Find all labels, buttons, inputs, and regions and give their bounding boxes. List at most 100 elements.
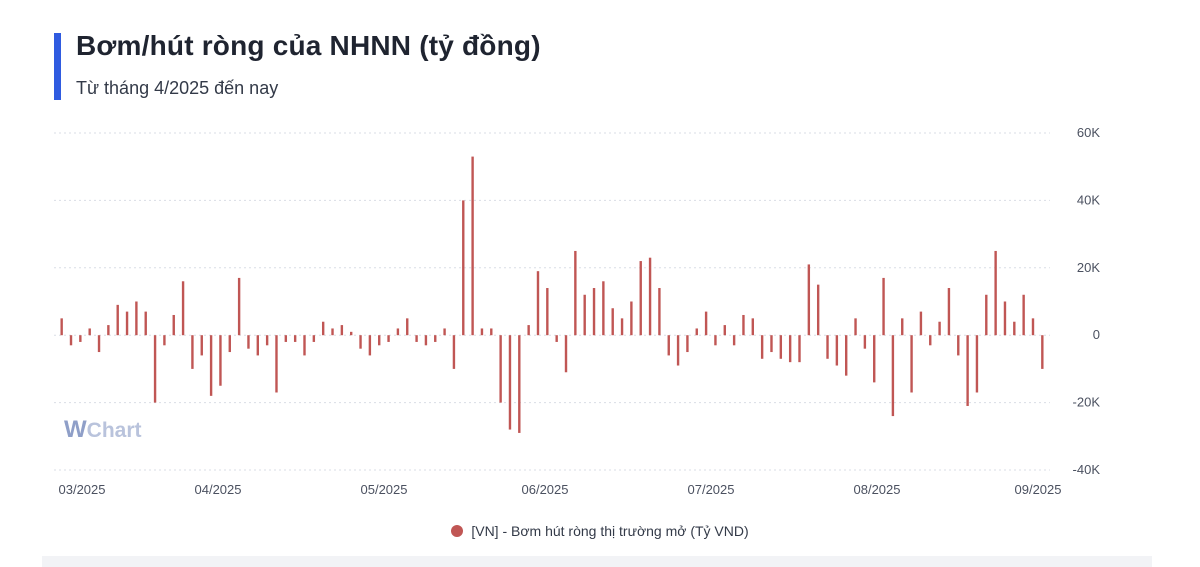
bar[interactable] bbox=[135, 301, 138, 336]
bar[interactable] bbox=[1031, 318, 1035, 336]
bar[interactable] bbox=[172, 314, 175, 336]
bar[interactable] bbox=[1003, 301, 1007, 336]
bar[interactable] bbox=[854, 318, 857, 336]
bar[interactable] bbox=[88, 328, 91, 336]
bar[interactable] bbox=[882, 277, 885, 336]
bar[interactable] bbox=[116, 304, 119, 336]
bar[interactable] bbox=[228, 335, 231, 353]
bar[interactable] bbox=[490, 328, 493, 336]
bar[interactable] bbox=[256, 335, 259, 356]
chart-legend[interactable]: [VN] - Bơm hút ròng thị trường mở (Tỷ VN… bbox=[0, 523, 1200, 539]
bar[interactable] bbox=[396, 328, 400, 336]
bar[interactable] bbox=[60, 318, 63, 336]
bar[interactable] bbox=[742, 314, 745, 336]
bar[interactable] bbox=[312, 335, 316, 342]
bar[interactable] bbox=[378, 335, 381, 346]
bar[interactable] bbox=[415, 335, 418, 342]
bar[interactable] bbox=[368, 335, 372, 356]
bar[interactable] bbox=[125, 311, 129, 336]
bar[interactable] bbox=[770, 335, 773, 353]
bar[interactable] bbox=[1022, 294, 1025, 336]
bar[interactable] bbox=[555, 335, 558, 342]
bar[interactable] bbox=[630, 301, 633, 336]
bar[interactable] bbox=[648, 257, 652, 336]
bar[interactable] bbox=[331, 328, 334, 336]
bar[interactable] bbox=[695, 328, 698, 336]
bar[interactable] bbox=[975, 335, 979, 393]
bar[interactable] bbox=[611, 308, 614, 336]
bar[interactable] bbox=[798, 335, 801, 363]
bar[interactable] bbox=[340, 325, 344, 336]
bar[interactable] bbox=[891, 335, 895, 417]
bar[interactable] bbox=[79, 335, 82, 342]
bar[interactable] bbox=[536, 271, 540, 336]
bar[interactable] bbox=[602, 281, 605, 336]
bar[interactable] bbox=[760, 335, 764, 359]
bar[interactable] bbox=[97, 335, 101, 353]
bar[interactable] bbox=[919, 311, 923, 336]
bar[interactable] bbox=[219, 335, 222, 386]
bar[interactable] bbox=[275, 335, 278, 393]
bar[interactable] bbox=[835, 335, 839, 366]
bar[interactable] bbox=[284, 335, 288, 342]
bar[interactable] bbox=[303, 335, 306, 356]
bar[interactable] bbox=[957, 335, 960, 356]
bar[interactable] bbox=[69, 335, 73, 346]
bar[interactable] bbox=[732, 335, 736, 346]
bar[interactable] bbox=[910, 335, 913, 393]
bar[interactable] bbox=[462, 200, 465, 336]
bar[interactable] bbox=[667, 335, 670, 356]
bar[interactable] bbox=[546, 288, 549, 336]
bar[interactable] bbox=[676, 335, 680, 366]
bar[interactable] bbox=[209, 335, 213, 396]
bar[interactable] bbox=[788, 335, 792, 363]
bar[interactable] bbox=[527, 325, 530, 336]
bar[interactable] bbox=[938, 321, 941, 336]
bar[interactable] bbox=[350, 331, 353, 336]
bar[interactable] bbox=[639, 261, 642, 336]
bar[interactable] bbox=[359, 335, 362, 349]
bar[interactable] bbox=[471, 156, 474, 336]
bar[interactable] bbox=[751, 318, 754, 336]
bar[interactable] bbox=[480, 328, 484, 336]
bar[interactable] bbox=[816, 284, 820, 336]
bar[interactable] bbox=[1013, 321, 1016, 336]
bar[interactable] bbox=[153, 335, 157, 403]
bar[interactable] bbox=[620, 318, 624, 336]
bar[interactable] bbox=[574, 250, 577, 336]
bar[interactable] bbox=[994, 250, 997, 336]
bar[interactable] bbox=[929, 335, 932, 346]
bar[interactable] bbox=[714, 335, 717, 346]
bar[interactable] bbox=[592, 288, 596, 336]
bar[interactable] bbox=[863, 335, 867, 349]
bar[interactable] bbox=[704, 311, 708, 336]
bar[interactable] bbox=[452, 335, 456, 369]
bar[interactable] bbox=[247, 335, 250, 349]
bar[interactable] bbox=[387, 335, 390, 342]
bar[interactable] bbox=[424, 335, 428, 346]
bar[interactable] bbox=[845, 335, 848, 376]
bar[interactable] bbox=[826, 335, 829, 359]
bar[interactable] bbox=[518, 335, 521, 433]
bar[interactable] bbox=[181, 281, 185, 336]
bar[interactable] bbox=[508, 335, 512, 430]
bar[interactable] bbox=[321, 321, 325, 336]
bar[interactable] bbox=[985, 294, 988, 336]
bar[interactable] bbox=[191, 335, 194, 369]
bar[interactable] bbox=[434, 335, 437, 342]
bar[interactable] bbox=[583, 294, 586, 336]
bar[interactable] bbox=[237, 277, 241, 336]
bar[interactable] bbox=[107, 325, 110, 336]
bar[interactable] bbox=[443, 328, 446, 336]
bar[interactable] bbox=[723, 325, 726, 336]
bar[interactable] bbox=[265, 335, 269, 346]
bar[interactable] bbox=[200, 335, 203, 356]
bar[interactable] bbox=[163, 335, 166, 346]
bar[interactable] bbox=[686, 335, 689, 353]
bar[interactable] bbox=[966, 335, 969, 406]
bar[interactable] bbox=[144, 311, 147, 336]
bar[interactable] bbox=[873, 335, 876, 383]
bar[interactable] bbox=[658, 288, 661, 336]
bar[interactable] bbox=[499, 335, 502, 403]
bar[interactable] bbox=[901, 318, 904, 336]
